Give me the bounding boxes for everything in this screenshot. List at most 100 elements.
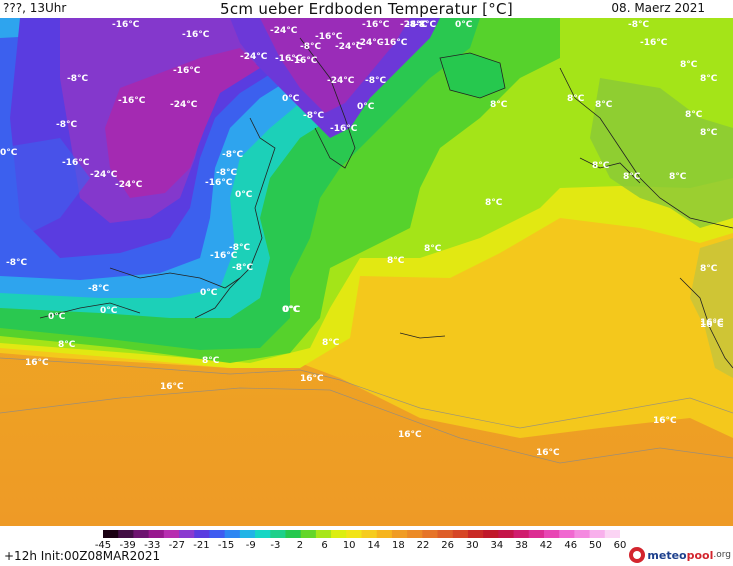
colorbar-tick-label: 60 <box>613 540 627 551</box>
colorbar-tick-label: 14 <box>367 540 381 551</box>
temperature-label: -8°C <box>56 120 78 130</box>
colorbar-swatch <box>589 530 606 538</box>
colorbar-swatch <box>604 530 620 538</box>
temperature-label: 0°C <box>48 312 66 322</box>
colorbar-swatch <box>285 530 302 538</box>
colorbar-swatch <box>391 530 408 538</box>
temperature-label: 8°C <box>202 356 220 366</box>
colorbar-tick-label: 42 <box>539 540 553 551</box>
temperature-label: -24°C <box>90 170 118 180</box>
temperature-label: 0°C <box>200 288 218 298</box>
colorbar-tick-label: -27 <box>168 540 186 551</box>
colorbar-tick-label: -9 <box>245 540 256 551</box>
temperature-label: -8°C <box>6 258 28 268</box>
temperature-label: -24°C <box>115 180 143 190</box>
temperature-label: -8°C <box>67 74 89 84</box>
colorbar-swatch <box>270 530 287 538</box>
logo-text-meteo: meteo <box>647 548 687 562</box>
temperature-label: 8°C <box>485 198 503 208</box>
temperature-label: -24°C <box>240 52 268 62</box>
temperature-label: 0°C <box>282 94 300 104</box>
temperature-label: 8°C <box>424 244 442 254</box>
temperature-label: 8°C <box>58 340 76 350</box>
colorbar-swatch <box>133 530 150 538</box>
temperature-label: 16°C <box>653 416 677 426</box>
temperature-field <box>0 18 733 526</box>
colorbar-swatch <box>331 530 347 538</box>
temperature-label: -8°C <box>406 20 428 30</box>
logo-text-pool: pool <box>686 548 714 562</box>
temperature-label: -16°C <box>380 38 408 48</box>
colorbar-swatch <box>103 530 119 538</box>
colorbar-swatch <box>376 530 393 538</box>
temperature-label: -8°C <box>229 243 251 253</box>
temperature-label: -16°C <box>315 32 343 42</box>
colorbar-tick-label: 2 <box>296 540 304 551</box>
colorbar-swatch <box>483 530 499 538</box>
temperature-label: 0°C <box>235 190 253 200</box>
temperature-label: -8°C <box>222 150 244 160</box>
temperature-label: 8°C <box>567 94 585 104</box>
colorbar-tick-label: 18 <box>392 540 405 551</box>
meteopool-logo-icon <box>629 547 646 563</box>
time-label: ???, 13Uhr <box>3 1 67 15</box>
colorbar-swatch <box>118 530 135 538</box>
colorbar-swatch <box>194 530 211 538</box>
logo-text-tld: .org <box>713 550 731 560</box>
temperature-label: -16°C <box>62 158 90 168</box>
colorbar-swatch <box>543 530 560 538</box>
colorbar-swatch <box>315 530 332 538</box>
colorbar-swatch <box>179 530 195 538</box>
colorbar-swatch <box>437 530 454 538</box>
temperature-label: -16°C <box>330 124 358 134</box>
temperature-label: 16°C <box>536 448 560 458</box>
temperature-label: 8°C <box>680 60 698 70</box>
temperature-label: 16°C <box>300 374 324 384</box>
temperature-label: 16°C <box>25 358 49 368</box>
colorbar-tick-label: -3 <box>270 540 281 551</box>
temperature-label: -24°C <box>356 38 384 48</box>
temperature-label: 16°C <box>700 320 724 330</box>
colorbar-tick-label: -15 <box>217 540 235 551</box>
colorbar-swatch <box>209 530 226 538</box>
temperature-label: 8°C <box>669 172 687 182</box>
init-time-label: +12h Init:00Z08MAR2021 <box>4 549 161 563</box>
colorbar-tick-label: -39 <box>119 540 136 551</box>
temperature-label: 16°C <box>160 382 184 392</box>
footer: -45 -39 -33 -27 -21 -15 -9 -3 2 6 10 14 18 22 26 30 34 38… <box>0 526 733 566</box>
temperature-label: 8°C <box>387 256 405 266</box>
temperature-label: 0°C <box>100 306 118 316</box>
temperature-label: 8°C <box>490 100 508 110</box>
colorbar-swatch <box>148 530 165 538</box>
temperature-label: -24°C <box>170 100 198 110</box>
temperature-label: -24°C <box>400 20 428 30</box>
temperature-label: -16°C <box>173 66 201 76</box>
colorbar-swatch <box>574 530 591 538</box>
temperature-label: -8°C <box>303 111 325 121</box>
colorbar-tick-label: 6 <box>321 540 328 551</box>
colorbar-tick-label: 30 <box>465 540 479 551</box>
colorbar-tick-label: -33 <box>144 540 161 551</box>
colorbar-tick-label: 10 <box>342 540 356 551</box>
temperature-label: 8°C <box>595 100 613 110</box>
temperature-label: -8°C <box>88 284 110 294</box>
temperature-map[interactable]: -16°C -16°C -24°C -16°C -8°C -16°C -24°C -16°C -… <box>0 18 733 526</box>
temperature-label: 8°C <box>623 172 641 182</box>
colorbar-swatch <box>163 530 180 538</box>
colorbar-swatch <box>559 530 575 538</box>
meteopool-logo-link[interactable]: meteo pool .org <box>629 547 731 563</box>
temperature-label: -8°C <box>232 263 254 273</box>
temperature-label: 8°C <box>700 264 718 274</box>
temperature-label: -16°C <box>210 251 238 261</box>
colorbar-swatch <box>300 530 317 538</box>
temperature-label: -16°C <box>112 20 140 30</box>
temperature-label: -16°C <box>362 20 390 30</box>
temperature-label: -16°C <box>275 54 303 64</box>
temperature-label: -8°C <box>300 42 322 52</box>
temperature-label: -16°C <box>640 38 668 48</box>
temperature-label: 16°C <box>398 430 422 440</box>
temperature-label: -8°C <box>365 76 387 86</box>
date-label: 08. Maerz 2021 <box>611 1 705 15</box>
colorbar-swatch <box>452 530 469 538</box>
colorbar-swatch <box>528 530 545 538</box>
